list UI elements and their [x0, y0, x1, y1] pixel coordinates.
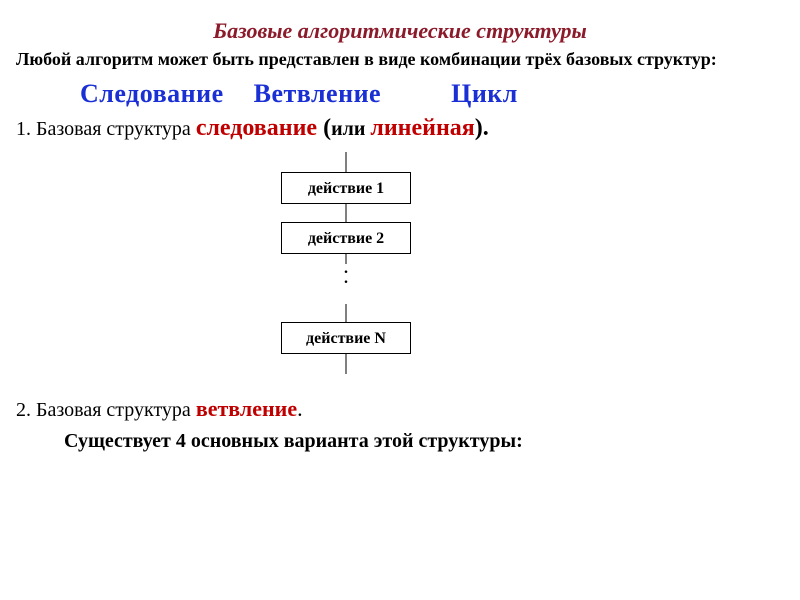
type-loop: Цикл	[451, 79, 518, 108]
slide: Базовые алгоритмические структуры Любой …	[0, 0, 800, 600]
flow-node-action-1: действие 1	[281, 172, 411, 204]
sec2-num: 2.	[16, 399, 36, 421]
section-2-heading: 2. Базовая структура ветвление.	[16, 396, 784, 422]
sec1-or: или	[331, 118, 370, 140]
intro-text: Любой алгоритм может быть представлен в …	[16, 48, 784, 71]
sec2-dot: .	[297, 396, 303, 421]
sec1-open: (	[317, 115, 331, 141]
sec2-lead: Базовая структура	[36, 399, 196, 421]
type-branching: Ветвление	[254, 79, 381, 108]
flow-node-action-2: действие 2	[281, 222, 411, 254]
sec1-close: ).	[475, 115, 489, 141]
sec1-lead: Базовая структура	[36, 118, 196, 140]
flow-node-action-n: действие N	[281, 322, 411, 354]
sec1-follow: следование	[196, 115, 317, 141]
sequence-diagram: действие 1 действие 2 .. действие N	[16, 152, 800, 382]
type-sequence: Следование	[80, 79, 224, 108]
section-1-heading: 1. Базовая структура следование (или лин…	[16, 115, 784, 142]
page-title: Базовые алгоритмические структуры	[16, 18, 784, 44]
sec1-num: 1.	[16, 118, 36, 140]
sec2-branching: ветвление	[196, 396, 297, 421]
sec1-linear: линейная	[370, 115, 474, 141]
structure-types-row: Следование Ветвление Цикл	[80, 79, 784, 109]
section-2-subline: Существует 4 основных варианта этой стру…	[64, 430, 784, 453]
flow-ellipsis: ..	[281, 264, 411, 284]
